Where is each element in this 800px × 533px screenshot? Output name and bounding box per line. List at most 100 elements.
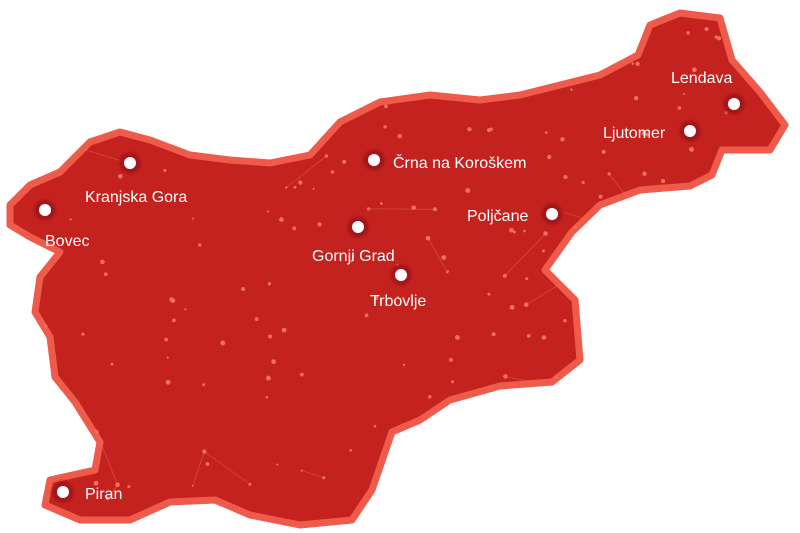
network-node — [683, 415, 688, 420]
network-node — [286, 48, 292, 54]
network-node — [741, 456, 746, 460]
network-node — [753, 413, 757, 417]
network-node — [547, 154, 552, 160]
city-label[interactable]: Ljutomer — [603, 125, 666, 142]
network-node — [70, 63, 75, 69]
network-node — [405, 71, 408, 75]
network-node — [650, 479, 654, 484]
network-node — [753, 291, 756, 294]
network-node — [541, 249, 545, 253]
network-node — [66, 13, 72, 14]
network-node — [714, 35, 719, 39]
network-node — [394, 71, 397, 74]
city-label[interactable]: Trbovlje — [370, 293, 426, 310]
network-node — [641, 312, 646, 317]
network-node — [165, 379, 171, 385]
network-node — [689, 339, 695, 345]
network-node — [474, 60, 478, 63]
network-node — [425, 235, 431, 241]
network-node — [241, 286, 246, 291]
network-node — [300, 372, 304, 377]
city-label[interactable]: Črna na Koroškem — [393, 153, 526, 172]
network-node — [10, 477, 15, 483]
network-node — [74, 13, 78, 17]
network-node — [104, 272, 108, 277]
network-node — [55, 126, 61, 131]
network-node — [239, 138, 245, 144]
city-marker[interactable]: Trbovlje — [370, 261, 426, 310]
network-node — [402, 363, 406, 367]
network-node — [602, 317, 606, 322]
network-node — [160, 20, 165, 24]
network-node — [496, 16, 501, 21]
network-node — [501, 456, 506, 462]
city-label[interactable]: Bovec — [45, 233, 89, 250]
network-node — [451, 380, 455, 384]
network-node — [688, 298, 692, 302]
network-node — [513, 230, 516, 234]
marker-center — [368, 154, 380, 166]
network-node — [254, 317, 259, 322]
network-node — [487, 292, 491, 296]
city-marker[interactable]: Lendava — [671, 70, 748, 118]
network-line — [286, 155, 327, 188]
city-label[interactable]: Poljčane — [467, 208, 528, 225]
network-node — [373, 424, 377, 428]
city-marker[interactable]: Piran — [49, 478, 122, 506]
network-node — [497, 447, 501, 452]
city-label[interactable]: Kranjska Gora — [85, 189, 187, 206]
city-label[interactable]: Piran — [85, 486, 122, 503]
network-node — [59, 48, 64, 53]
network-node — [293, 185, 297, 189]
network-node — [668, 517, 671, 520]
network-node — [601, 149, 606, 154]
network-node — [677, 106, 682, 110]
network-node — [686, 357, 691, 362]
network-node — [11, 13, 16, 16]
marker-center — [546, 208, 558, 220]
city-marker[interactable]: Črna na Koroškem — [360, 146, 526, 174]
network-node — [169, 297, 175, 303]
network-node — [342, 159, 347, 164]
network-node — [541, 335, 547, 340]
network-node — [319, 73, 322, 76]
city-marker[interactable]: Gornji Grad — [312, 213, 395, 265]
network-node — [523, 229, 526, 233]
network-node — [697, 214, 700, 217]
city-marker[interactable]: Ljutomer — [603, 117, 704, 145]
network-node — [613, 400, 619, 406]
network-node — [271, 359, 277, 365]
network-line — [604, 319, 629, 350]
network-node — [560, 137, 565, 142]
network-node — [69, 218, 72, 221]
network-node — [233, 116, 238, 121]
network-node — [276, 463, 279, 466]
marker-center — [57, 486, 69, 498]
network-node — [576, 459, 582, 465]
network-node — [758, 420, 763, 425]
network-node — [197, 243, 202, 247]
network-node — [349, 448, 353, 452]
network-node — [204, 123, 208, 127]
city-label[interactable]: Gornji Grad — [312, 248, 395, 265]
network-node — [350, 259, 354, 263]
network-node — [596, 287, 602, 292]
city-marker[interactable]: Bovec — [31, 196, 89, 250]
network-node — [281, 327, 287, 333]
network-node — [543, 231, 548, 236]
network-node — [36, 78, 41, 82]
network-node — [292, 226, 297, 231]
network-node — [169, 130, 174, 135]
network-node — [248, 482, 252, 486]
network-line — [107, 36, 144, 51]
city-marker[interactable]: Poljčane — [467, 200, 566, 228]
city-marker[interactable]: Kranjska Gora — [85, 149, 187, 206]
network-node — [172, 318, 176, 323]
network-node — [427, 395, 432, 399]
network-node — [374, 296, 379, 300]
network-node — [570, 88, 573, 91]
network-line — [554, 23, 596, 39]
city-label[interactable]: Lendava — [671, 70, 732, 87]
network-node — [129, 35, 133, 39]
network-line — [10, 440, 12, 485]
